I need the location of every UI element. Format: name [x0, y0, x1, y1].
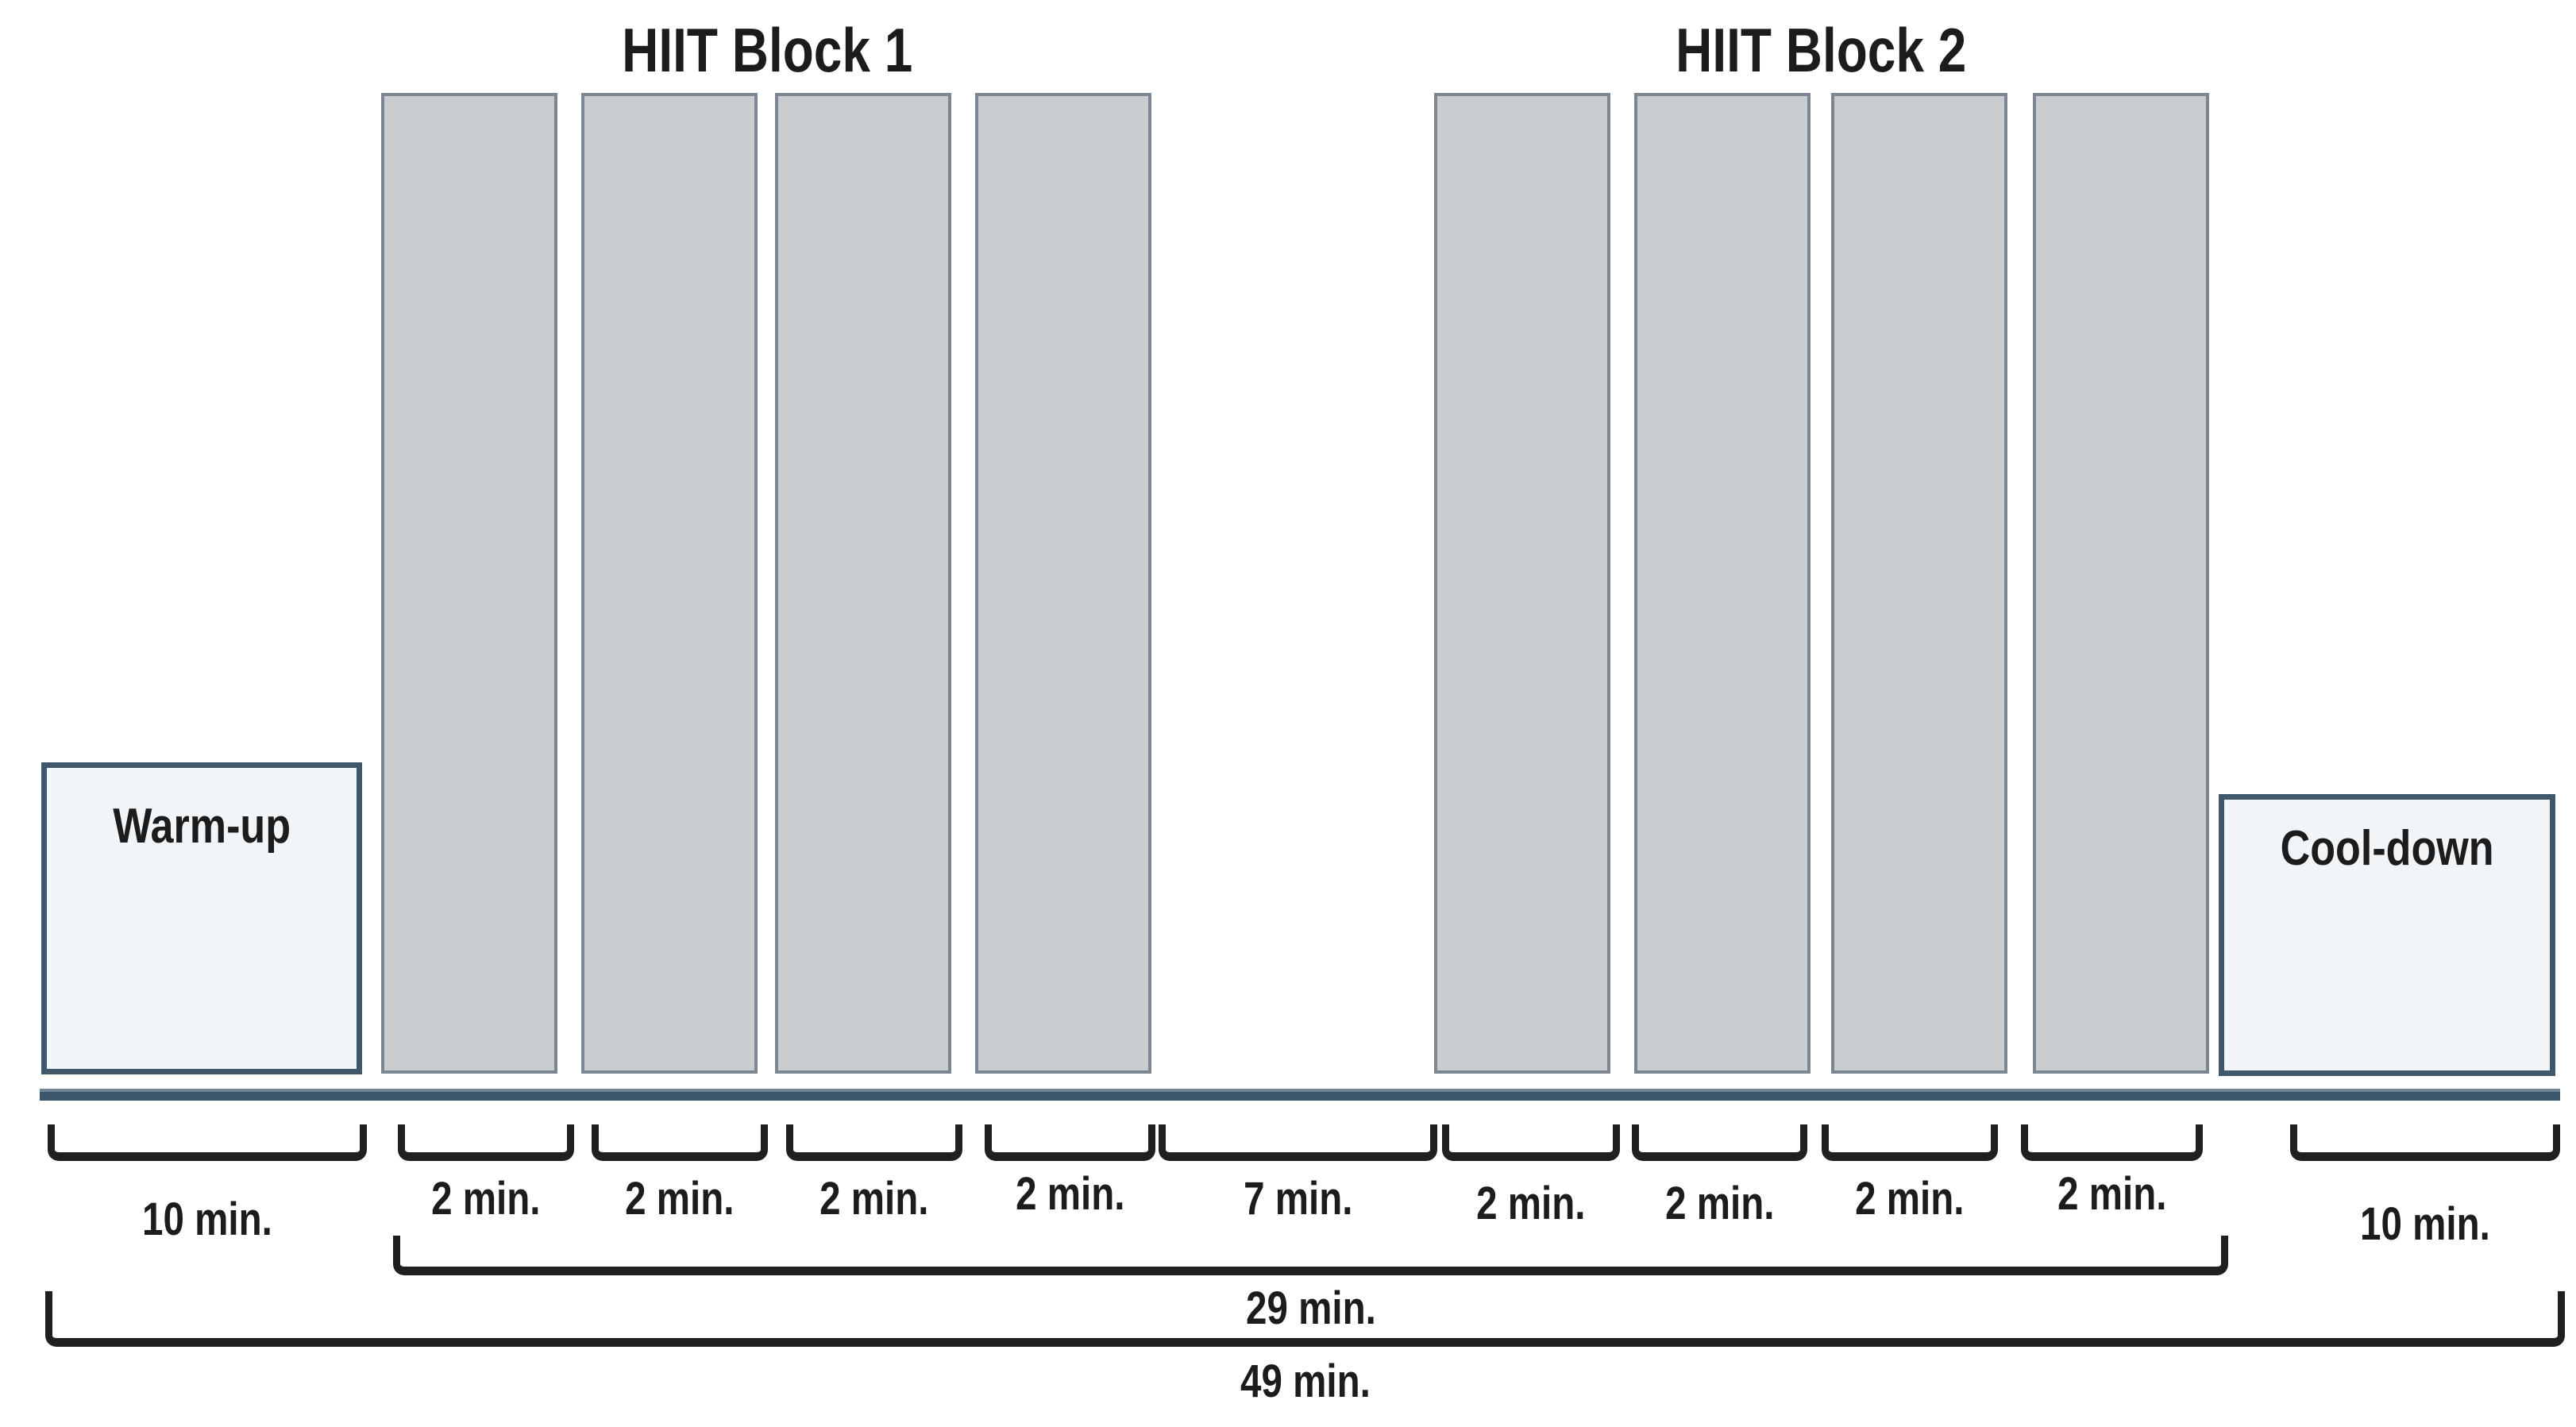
session-total-bracket	[45, 1291, 2565, 1347]
hiit1-interval-bar-2	[581, 93, 758, 1074]
segment-duration-label: 2 min.	[1855, 1173, 1965, 1225]
warmup-box: Warm-up	[41, 762, 362, 1074]
segment-duration-label: 7 min.	[1243, 1173, 1353, 1225]
hiit2-interval-bar-4	[2033, 93, 2209, 1074]
block-total-bracket	[393, 1236, 2228, 1275]
segment-bracket-hiit2-4	[2021, 1124, 2203, 1161]
hiit1-interval-bar-4	[975, 93, 1151, 1074]
block-total-label: 29 min.	[1245, 1282, 1376, 1334]
hiit-block-1-title: HIIT Block 1	[621, 15, 913, 85]
segment-bracket-hiit2-1	[1442, 1124, 1620, 1161]
warmup-label: Warm-up	[113, 799, 291, 854]
segment-duration-label: 10 min.	[142, 1194, 272, 1245]
segment-duration-label: 2 min.	[431, 1173, 541, 1225]
segment-duration-label: 2 min.	[1015, 1168, 1125, 1220]
hiit1-interval-bar-1	[381, 93, 557, 1074]
cooldown-label: Cool-down	[2280, 821, 2494, 876]
segment-duration-label: 2 min.	[2057, 1168, 2167, 1220]
segment-duration-label: 2 min.	[819, 1173, 929, 1225]
cooldown-box: Cool-down	[2219, 794, 2555, 1076]
hiit2-interval-bar-2	[1634, 93, 1811, 1074]
segment-bracket-hiit1-2	[592, 1124, 768, 1161]
segment-duration-label: 2 min.	[1664, 1178, 1775, 1229]
segment-bracket-cooldown	[2290, 1124, 2560, 1161]
segment-bracket-hiit1-3	[786, 1124, 962, 1161]
segment-bracket-hiit2-2	[1632, 1124, 1807, 1161]
segment-bracket-hiit2-3	[1822, 1124, 1998, 1161]
segment-bracket-rest	[1159, 1124, 1437, 1161]
segment-duration-label: 2 min.	[625, 1173, 735, 1225]
hiit-block-2-title: HIIT Block 2	[1675, 15, 1967, 85]
session-total-label: 49 min.	[1240, 1356, 1371, 1407]
hiit1-interval-bar-3	[775, 93, 951, 1074]
segment-bracket-warmup	[48, 1124, 367, 1161]
segment-bracket-hiit1-4	[985, 1124, 1155, 1161]
timeline-bar	[40, 1089, 2560, 1101]
segment-duration-label: 10 min.	[2360, 1198, 2490, 1250]
segment-duration-label: 2 min.	[1476, 1178, 1586, 1229]
segment-bracket-hiit1-1	[398, 1124, 574, 1161]
hiit2-interval-bar-3	[1831, 93, 2007, 1074]
hiit2-interval-bar-1	[1434, 93, 1610, 1074]
